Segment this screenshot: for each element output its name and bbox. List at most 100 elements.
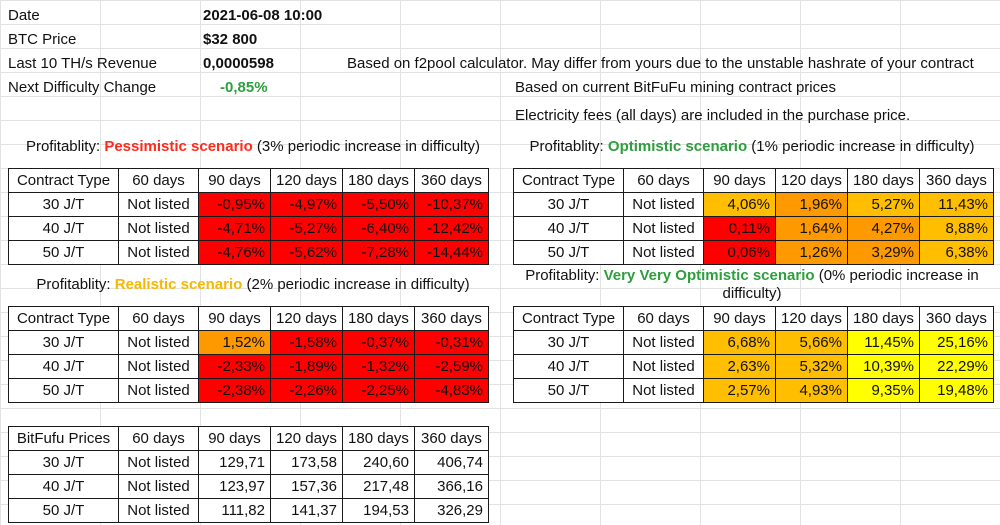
value-cell: -0,95% [198,192,271,217]
revenue-note: Based on f2pool calculator. May differ f… [347,55,974,72]
column-header: Contract Type [513,306,624,331]
value-cell: 240,60 [342,450,415,475]
contract-type-cell: 40 J/T [8,354,119,379]
pessimistic-caption: Profitablity: Pessimistic scenario (3% p… [25,138,481,155]
column-header: 360 days [414,168,489,193]
not-listed-cell: Not listed [118,192,199,217]
table-row: 50 J/T Not listed 111,82 141,37 194,53 326,29 [8,498,489,523]
column-header: 90 days [198,168,271,193]
table-row: 50 J/T Not listed -4,76% -5,62% -7,28% -14,44… [8,240,489,265]
difficulty-value: -0,85% [220,79,268,96]
value-cell: 4,06% [703,192,776,217]
header-row: Contract Type 60 days 90 days 120 days 180 d… [8,168,489,193]
realistic-scenario-label: Realistic scenario [114,276,243,293]
not-listed-cell: Not listed [118,378,199,403]
value-cell: 6,38% [919,240,994,265]
header-row: Contract Type 60 days 90 days 120 days 180 d… [513,306,994,331]
optimistic-scenario-label: Optimistic scenario [607,138,748,155]
column-header: BitFufu Prices [8,426,119,451]
value-cell: -2,33% [198,354,271,379]
contract-type-cell: 50 J/T [8,240,119,265]
not-listed-cell: Not listed [118,354,199,379]
optimistic-caption: Profitablity: Optimistic scenario (1% pe… [529,138,975,155]
contract-type-cell: 40 J/T [513,216,624,241]
not-listed-cell: Not listed [118,240,199,265]
column-header: 120 days [270,306,343,331]
contract-type-cell: 40 J/T [8,216,119,241]
value-cell: 2,57% [703,378,776,403]
table-row: 40 J/T Not listed 2,63% 5,32% 10,39% 22,29% [513,354,994,379]
not-listed-cell: Not listed [623,240,704,265]
column-header: 180 days [847,168,920,193]
fees-note: Electricity fees (all days) are included… [515,107,911,124]
value-cell: -0,31% [414,330,489,355]
contract-type-cell: 30 J/T [8,330,119,355]
header-row: Contract Type 60 days 90 days 120 days 180 d… [513,168,994,193]
pessimistic-scenario-label: Pessimistic scenario [104,138,253,155]
value-cell: -5,50% [342,192,415,217]
value-cell: -4,76% [198,240,271,265]
value-cell: 1,52% [198,330,271,355]
value-cell: -5,62% [270,240,343,265]
value-cell: -4,83% [414,378,489,403]
value-cell: 194,53 [342,498,415,523]
value-cell: 1,26% [775,240,848,265]
value-cell: 25,16% [919,330,994,355]
contract-type-cell: 40 J/T [8,474,119,499]
column-header: Contract Type [513,168,624,193]
value-cell: 157,36 [270,474,343,499]
value-cell: -12,42% [414,216,489,241]
value-cell: 10,39% [847,354,920,379]
value-cell: 9,35% [847,378,920,403]
column-header: 180 days [847,306,920,331]
optimistic-table: Contract Type 60 days 90 days 120 days 180 d… [513,168,994,265]
contract-type-cell: 40 J/T [513,354,624,379]
value-cell: -2,25% [342,378,415,403]
column-header: 120 days [270,426,343,451]
table-row: 40 J/T Not listed -4,71% -5,27% -6,40% -12,42… [8,216,489,241]
table-row: 50 J/T Not listed 0,06% 1,26% 3,29% 6,38% [513,240,994,265]
column-header: 90 days [198,306,271,331]
revenue-value: 0,0000598 [203,55,274,72]
value-cell: 217,48 [342,474,415,499]
value-cell: -1,58% [270,330,343,355]
not-listed-cell: Not listed [623,216,704,241]
not-listed-cell: Not listed [623,192,704,217]
table-row: 40 J/T Not listed 123,97 157,36 217,48 366,16 [8,474,489,499]
value-cell: -2,26% [270,378,343,403]
table-row: 30 J/T Not listed -0,95% -4,97% -5,50% -10,37… [8,192,489,217]
column-header: 120 days [775,306,848,331]
value-cell: 173,58 [270,450,343,475]
value-cell: 22,29% [919,354,994,379]
column-header: 180 days [342,168,415,193]
column-header: Contract Type [8,306,119,331]
value-cell: -2,59% [414,354,489,379]
not-listed-cell: Not listed [623,378,704,403]
date-label: Date [8,7,40,24]
table-row: 50 J/T Not listed 2,57% 4,93% 9,35% 19,48% [513,378,994,403]
value-cell: 19,48% [919,378,994,403]
not-listed-cell: Not listed [118,450,199,475]
column-header: 360 days [919,168,994,193]
value-cell: -5,27% [270,216,343,241]
column-header: 60 days [118,168,199,193]
value-cell: -4,71% [198,216,271,241]
value-cell: 0,11% [703,216,776,241]
not-listed-cell: Not listed [118,330,199,355]
column-header: 90 days [198,426,271,451]
not-listed-cell: Not listed [623,330,704,355]
btc-price-value: $32 800 [203,31,258,48]
header-row: BitFufu Prices 60 days 90 days 120 days 180 … [8,426,489,451]
date-value: 2021-06-08 10:00 [203,7,323,24]
not-listed-cell: Not listed [118,216,199,241]
header-row: Contract Type 60 days 90 days 120 days 180 d… [8,306,489,331]
contract-type-cell: 30 J/T [513,330,624,355]
contract-type-cell: 50 J/T [8,498,119,523]
difficulty-label: Next Difficulty Change [8,79,157,96]
not-listed-cell: Not listed [623,354,704,379]
value-cell: 5,32% [775,354,848,379]
value-cell: -7,28% [342,240,415,265]
value-cell: -10,37% [414,192,489,217]
table-row: 50 J/T Not listed -2,38% -2,26% -2,25% -4,83% [8,378,489,403]
value-cell: 141,37 [270,498,343,523]
